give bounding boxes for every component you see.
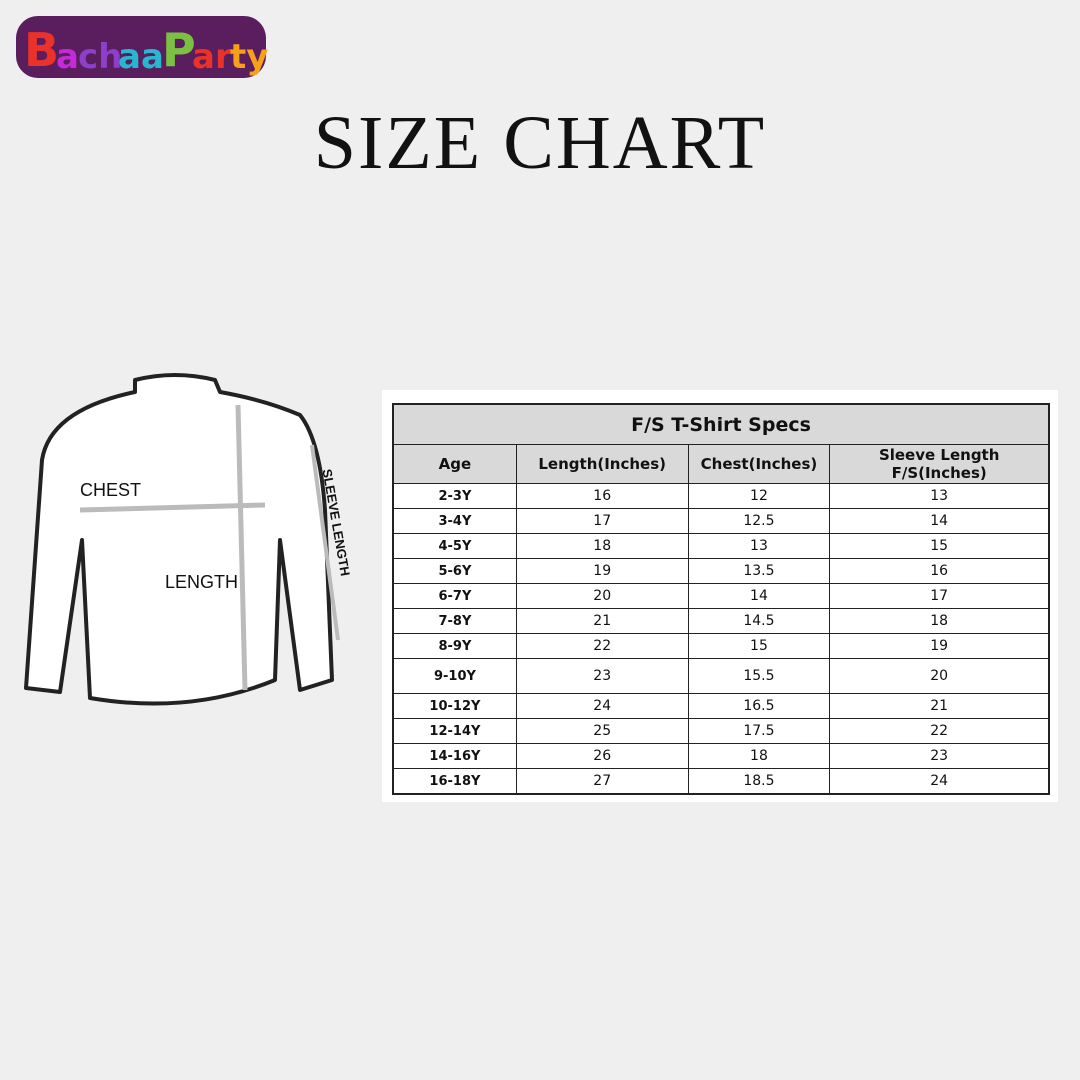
table-cell: 17 — [515, 508, 689, 534]
svg-text:B: B — [24, 23, 59, 77]
table-cell: 19 — [515, 558, 689, 584]
table-cell: 20 — [515, 583, 689, 609]
table-cell: 16.5 — [687, 693, 831, 719]
table-cell: 9-10Y — [392, 658, 517, 694]
table-cell: 17 — [829, 583, 1050, 609]
table-row: 10-12Y 24 16.5 21 — [392, 693, 1050, 719]
size-table: F/S T-Shirt Specs Age Length(Inches) Chest… — [392, 403, 1050, 795]
table-row: 14-16Y 26 18 23 — [392, 743, 1050, 769]
table-cell: 23 — [515, 658, 689, 694]
table-cell: 15 — [829, 533, 1050, 559]
length-label: LENGTH — [165, 572, 239, 592]
table-row: 3-4Y 17 12.5 14 — [392, 508, 1050, 534]
table-cell: 6-7Y — [392, 583, 517, 609]
table-cell: 25 — [515, 718, 689, 744]
table-cell: 19 — [829, 633, 1050, 659]
table-cell: 18 — [829, 608, 1050, 634]
table-cell: 14-16Y — [392, 743, 517, 769]
table-cell: 14 — [829, 508, 1050, 534]
table-cell: 16 — [515, 483, 689, 509]
table-cell: 21 — [515, 608, 689, 634]
table-cell: 3-4Y — [392, 508, 517, 534]
table-row: 5-6Y 19 13.5 16 — [392, 558, 1050, 584]
page-title: SIZE CHART — [313, 101, 767, 185]
table-row: 16-18Y 27 18.5 24 — [392, 768, 1050, 795]
table-cell: 4-5Y — [392, 533, 517, 559]
svg-text:ch: ch — [78, 37, 122, 77]
table-cell: 8-9Y — [392, 633, 517, 659]
table-row: 4-5Y 18 13 15 — [392, 533, 1050, 559]
table-cell: 20 — [829, 658, 1050, 694]
table-row: 2-3Y 16 12 13 — [392, 483, 1050, 509]
table-cell: 5-6Y — [392, 558, 517, 584]
table-cell: 18 — [515, 533, 689, 559]
table-cell: 18 — [687, 743, 831, 769]
table-cell: 21 — [829, 693, 1050, 719]
svg-text:a: a — [56, 37, 79, 77]
table-cell: 13 — [687, 533, 831, 559]
table-cell: 12.5 — [687, 508, 831, 534]
table-cell: 13 — [829, 483, 1050, 509]
column-header: Sleeve Length F/S(Inches) — [829, 444, 1050, 484]
table-row: 8-9Y 22 15 19 — [392, 633, 1050, 659]
table-cell: 10-12Y — [392, 693, 517, 719]
table-row: 12-14Y 25 17.5 22 — [392, 718, 1050, 744]
brand-logo: B a ch aa P ar ty — [16, 16, 268, 78]
svg-text:ty: ty — [230, 37, 268, 77]
table-cell: 23 — [829, 743, 1050, 769]
table-cell: 2-3Y — [392, 483, 517, 509]
table-cell: 27 — [515, 768, 689, 795]
table-cell: 12-14Y — [392, 718, 517, 744]
table-row: 9-10Y 23 15.5 20 — [392, 658, 1050, 694]
table-cell: 24 — [829, 768, 1050, 795]
table-cell: 15 — [687, 633, 831, 659]
chest-label: CHEST — [80, 480, 142, 500]
table-row: 6-7Y 20 14 17 — [392, 583, 1050, 609]
size-table-panel: F/S T-Shirt Specs Age Length(Inches) Chest… — [382, 390, 1058, 802]
column-header: Length(Inches) — [515, 444, 689, 484]
table-cell: 24 — [515, 693, 689, 719]
table-cell: 15.5 — [687, 658, 831, 694]
column-header: Age — [392, 444, 517, 484]
table-cell: 22 — [515, 633, 689, 659]
table-cell: 12 — [687, 483, 831, 509]
table-row: 7-8Y 21 14.5 18 — [392, 608, 1050, 634]
table-cell: 13.5 — [687, 558, 831, 584]
table-cell: 14.5 — [687, 608, 831, 634]
table-cell: 18.5 — [687, 768, 831, 795]
svg-text:aa: aa — [118, 37, 164, 77]
column-header: Chest(Inches) — [687, 444, 831, 484]
table-cell: 7-8Y — [392, 608, 517, 634]
table-cell: 22 — [829, 718, 1050, 744]
table-cell: 16-18Y — [392, 768, 517, 795]
table-cell: 14 — [687, 583, 831, 609]
table-cell: 17.5 — [687, 718, 831, 744]
shirt-diagram — [24, 373, 340, 706]
table-cell: 26 — [515, 743, 689, 769]
table-title: F/S T-Shirt Specs — [392, 403, 1050, 445]
table-cell: 16 — [829, 558, 1050, 584]
svg-text:P: P — [162, 23, 196, 77]
svg-text:ar: ar — [192, 37, 232, 77]
